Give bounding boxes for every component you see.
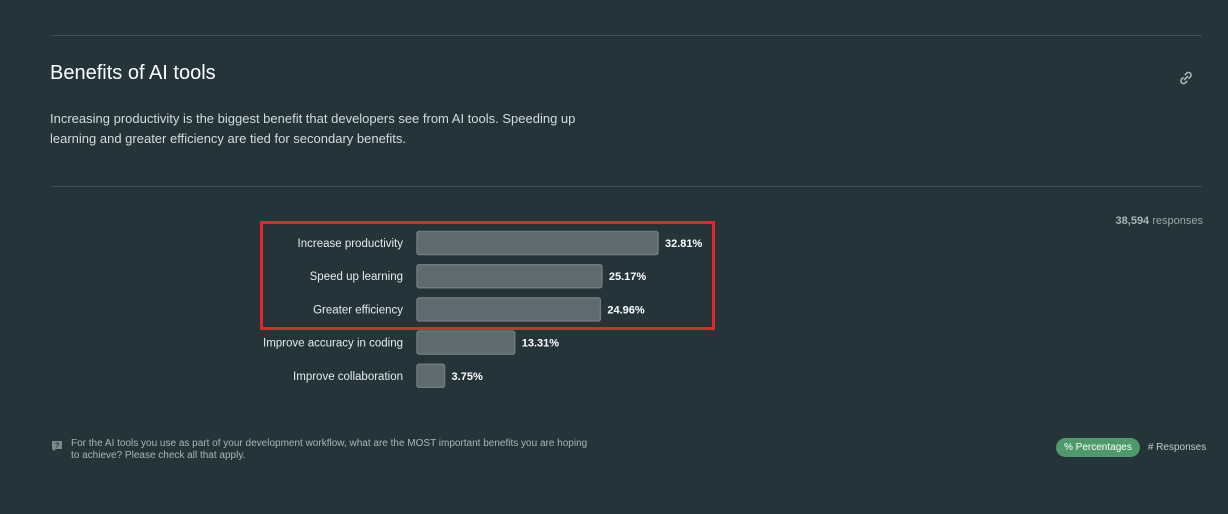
responses-count: 38,594 responses [1116, 215, 1203, 227]
bar[interactable] [416, 297, 602, 322]
bar-label: Improve accuracy in coding [263, 338, 403, 350]
responses-toggle-button[interactable]: # Responses [1147, 442, 1207, 453]
bar[interactable] [416, 363, 446, 389]
bar-label: Increase productivity [298, 238, 404, 250]
bar-label: Greater efficiency [313, 304, 403, 316]
section-title: Benefits of AI tools [50, 62, 216, 84]
question-icon: ? [52, 441, 62, 452]
svg-text:?: ? [55, 441, 60, 450]
responses-number: 38,594 [1115, 215, 1150, 227]
top-divider [51, 35, 1202, 36]
percentages-toggle-button[interactable]: % Percentages [1056, 438, 1140, 457]
bar-value-label: 13.31% [522, 338, 560, 350]
responses-suffix: responses [1149, 215, 1203, 227]
bar[interactable] [416, 263, 603, 289]
highlight-box [260, 221, 715, 330]
display-toggle: % Percentages # Responses [1056, 438, 1206, 457]
bar[interactable] [416, 230, 659, 256]
bar-value-label: 32.81% [665, 238, 703, 250]
bar-value-label: 3.75% [452, 371, 483, 383]
survey-question: ? For the AI tools you use as part of yo… [51, 438, 591, 462]
bar-label: Speed up learning [310, 271, 403, 283]
section-description: Increasing productivity is the biggest b… [50, 111, 576, 146]
bar[interactable] [416, 330, 516, 355]
bar-value-label: 24.96% [607, 304, 645, 316]
bar-value-label: 25.17% [609, 271, 647, 283]
link-icon[interactable] [1178, 70, 1194, 86]
question-text: For the AI tools you use as part of your… [71, 438, 588, 461]
bar-label: Improve collaboration [293, 371, 403, 383]
middle-divider [51, 186, 1202, 187]
